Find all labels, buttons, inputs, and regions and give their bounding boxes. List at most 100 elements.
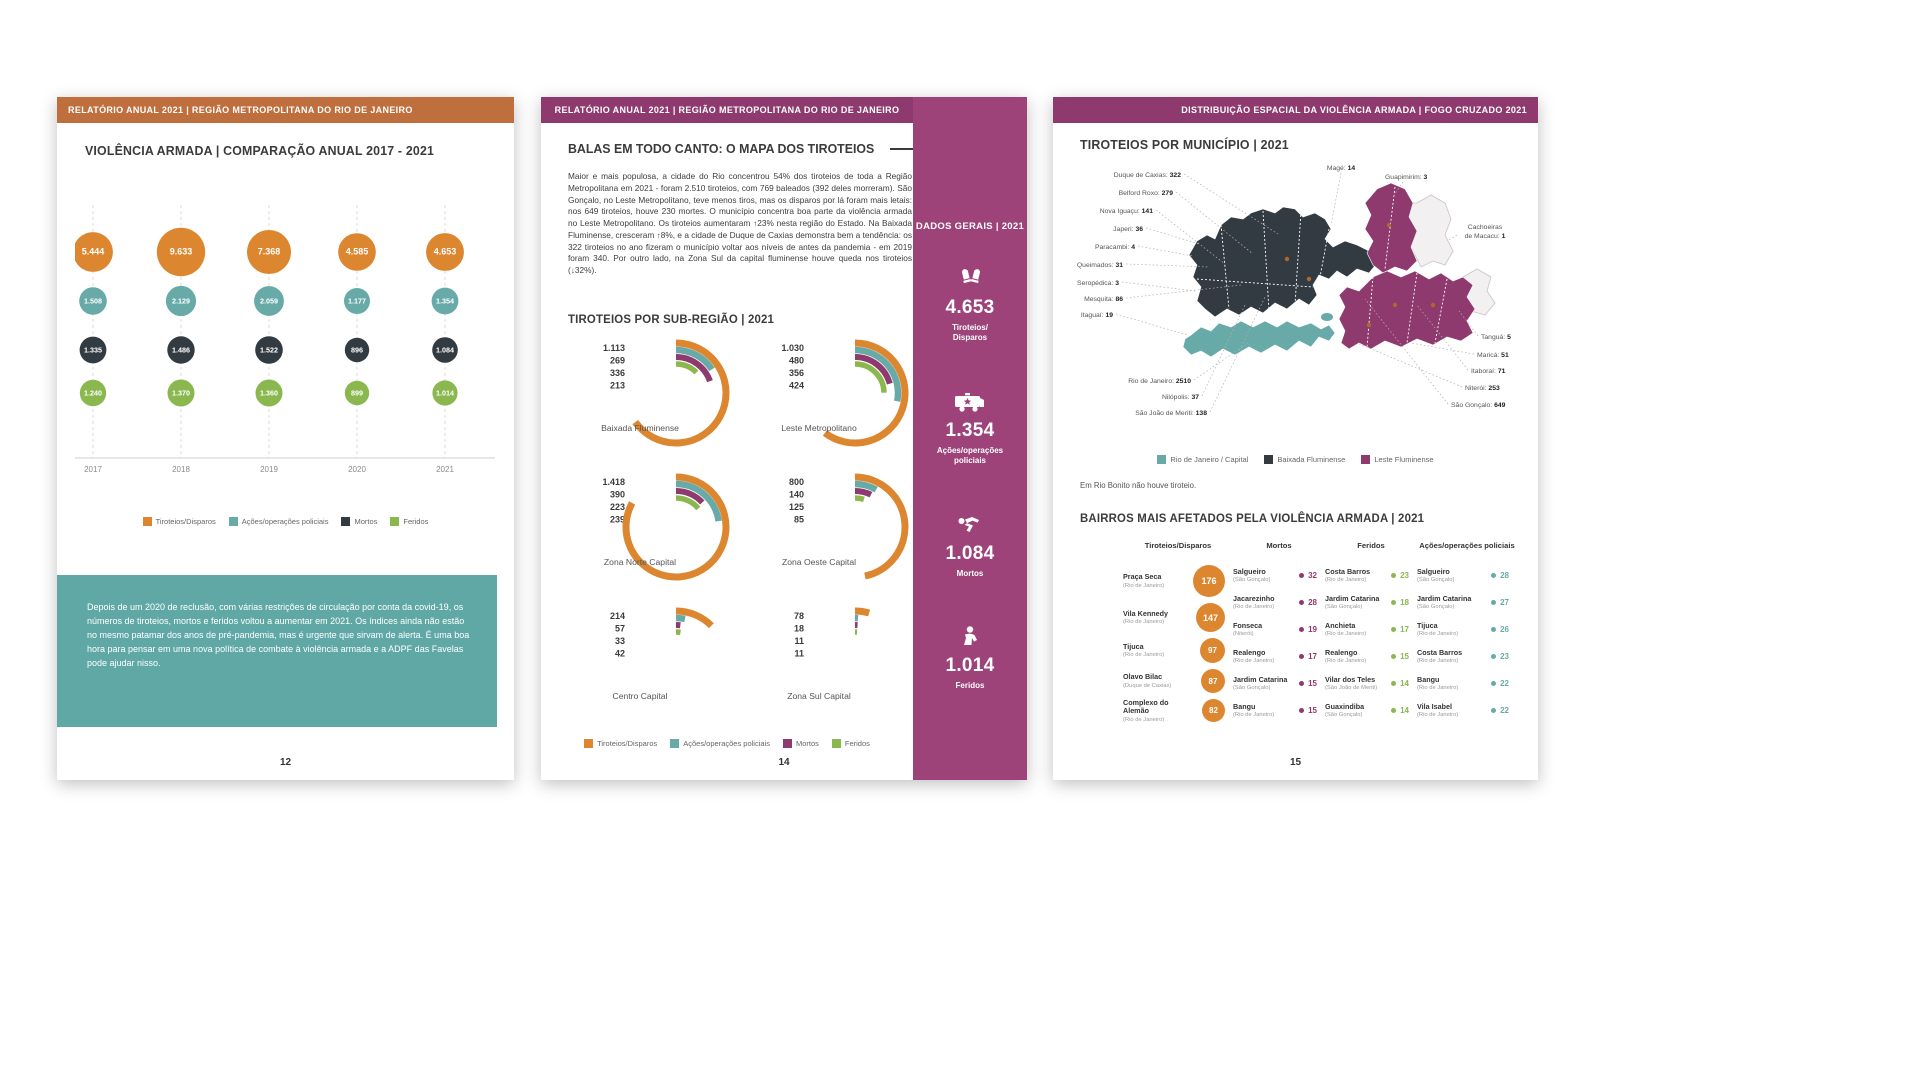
bubble-value: 1.084: [436, 346, 454, 355]
bairro-sub: (Rio de Janeiro): [1123, 619, 1165, 626]
map-dot: [1306, 276, 1312, 282]
bairros-list: Praça Seca (Rio de Janeiro) 176 Vila Kenned…: [1123, 565, 1233, 723]
subchart-value: 356: [789, 368, 804, 378]
value-text: 22: [1500, 679, 1509, 688]
value-dot: [1491, 600, 1497, 605]
subregion-chart: 78 18 11 11 Zona Sul Capital: [760, 603, 925, 733]
map-label: Paracambi: 4: [1095, 244, 1135, 251]
subchart-value: 390: [610, 490, 625, 500]
map-island: [1321, 313, 1333, 321]
map-leader-line: [1125, 284, 1242, 299]
subregion-chart-label: Centro Capital: [612, 691, 668, 701]
map-label: Rio de Janeiro: 2510: [1128, 378, 1191, 385]
bairro-sub: (Rio de Janeiro): [1417, 712, 1459, 719]
value-text: 17: [1308, 652, 1317, 661]
page-14-title-text: BALAS EM TODO CANTO: O MAPA DOS TIROTEIO…: [568, 141, 875, 156]
sidebar-stat: 1.354 Ações/operações policiais: [913, 389, 1027, 467]
bairro-value: 19: [1299, 625, 1317, 634]
bairros-column-0: Tiroteios/Disparos Praça Seca (Rio de Jane…: [1123, 541, 1233, 729]
page-12: RELATÓRIO ANUAL 2021 | REGIÃO METROPOLIT…: [57, 97, 514, 780]
value-text: 14: [1400, 679, 1409, 688]
subchart-arc: [675, 488, 705, 505]
subchart-arc: [622, 473, 730, 581]
stat-label: Feridos: [955, 680, 985, 690]
map-leader-line: [1125, 263, 1210, 268]
legend-item: Ações/operações policiais: [670, 739, 770, 748]
bairro-name-box: Costa Barros (Rio de Janeiro): [1417, 648, 1477, 665]
bairro-name-box: Tijuca (Rio de Janeiro): [1123, 642, 1183, 659]
bubble-value: 1.014: [436, 389, 454, 398]
map-leader-line: [1410, 342, 1475, 355]
municipal-border: [1262, 210, 1270, 312]
page-15: DISTRIBUIÇÃO ESPACIAL DA VIOLÊNCIA ARMAD…: [1053, 97, 1538, 780]
bairro-value: 15: [1299, 679, 1317, 688]
subchart-value: 18: [794, 624, 804, 634]
value-dot: [1491, 627, 1497, 632]
value-dot: [1299, 627, 1305, 632]
sidebar-stats: 4.653 Tiroteios/ Disparos 1.354 Ações/opera…: [913, 266, 1027, 691]
value-text: 22: [1500, 706, 1509, 715]
subregion-charts: 1.113 269 336 213 Baixada Fluminense 1.030 480…: [581, 335, 925, 733]
bairro-name-box: Salgueiro (São Gonçalo): [1233, 567, 1293, 583]
subchart-value: 33: [615, 636, 625, 646]
subchart-arc: [854, 607, 871, 617]
bairro-value: 18: [1391, 598, 1409, 607]
subchart-arc: [854, 361, 887, 393]
bairro-sub: (Niterói): [1233, 631, 1254, 638]
bairro-row: Bangu (Rio de Janeiro) 15: [1233, 700, 1325, 721]
municipal-border: [1434, 278, 1448, 344]
bubble: [255, 336, 283, 364]
police-van-icon-svg: [955, 392, 984, 412]
map-note: Em Rio Bonito não houve tiroteio.: [1080, 481, 1197, 490]
subchart-value: 11: [794, 636, 804, 646]
map-label: Nilópolis: 37: [1162, 394, 1199, 401]
value-dot: [1299, 708, 1305, 713]
bairro-name: Jardim Catarina: [1417, 593, 1472, 603]
bairro-name: Bangu: [1233, 701, 1256, 711]
legend-item: Ações/operações policiais: [228, 517, 328, 526]
bairro-sub: (Rio de Janeiro): [1417, 658, 1459, 665]
bairro-value-bubble: 147: [1196, 603, 1225, 632]
bairro-sub: (Rio de Janeiro): [1123, 652, 1165, 659]
map-legend: Rio de Janeiro / Capital Baixada Fluminen…: [1053, 455, 1538, 464]
injured-person-icon-svg: [964, 626, 977, 645]
bubble: [75, 232, 113, 272]
subchart-arc: [854, 495, 865, 503]
legend-label: Rio de Janeiro / Capital: [1170, 455, 1249, 464]
bubble-value: 1.508: [84, 297, 102, 306]
injured-person-icon: [913, 624, 1027, 650]
subchart-arc: [675, 614, 686, 623]
page-14-number: 14: [778, 757, 790, 768]
map-label: Japeri: 36: [1113, 226, 1143, 233]
subregion-chart: 1.418 390 223 239 Zona Norte Capital: [581, 469, 746, 599]
map-label: Maricá: 51: [1477, 352, 1509, 359]
stat-label: Ações/operações policiais: [936, 445, 1004, 466]
legend-swatch: [831, 739, 841, 748]
bairro-sub: (Rio de Janeiro): [1325, 631, 1367, 638]
bubble: [167, 379, 195, 407]
subchart-value: 78: [794, 611, 804, 621]
value-dot: [1491, 681, 1497, 686]
legend-swatch: [670, 739, 680, 748]
bairro-name: Salgueiro: [1417, 566, 1450, 576]
subchart-arc: [822, 339, 909, 447]
map-label: de Macacu: 1: [1465, 233, 1506, 240]
value-dot: [1391, 654, 1397, 659]
bubble: [338, 233, 376, 271]
map-region: [1182, 320, 1336, 358]
bairro-value: 23: [1491, 652, 1509, 661]
page-14-header-band: RELATÓRIO ANUAL 2021 | REGIÃO METROPOLIT…: [541, 97, 913, 123]
bairro-row: Vila Kennedy (Rio de Janeiro) 147: [1123, 603, 1233, 632]
legend-label: Ações/operações policiais: [683, 739, 770, 748]
map-leader-line: [1458, 310, 1479, 337]
page-15-number: 15: [1289, 757, 1302, 768]
bairro-row: Tijuca (Rio de Janeiro) 97: [1123, 638, 1233, 663]
legend-swatch: [782, 739, 792, 748]
bairro-sub: (Rio de Janeiro): [1123, 716, 1165, 723]
bairro-name: Praça Seca: [1123, 572, 1162, 582]
sidebar-title: DADOS GERAIS | 2021: [915, 221, 1025, 232]
bubble: [344, 380, 370, 406]
bairro-value: 14: [1391, 706, 1409, 715]
page-12-title: VIOLÊNCIA ARMADA | COMPARAÇÃO ANUAL 2017…: [85, 143, 435, 158]
subchart-value: 11: [794, 649, 804, 659]
